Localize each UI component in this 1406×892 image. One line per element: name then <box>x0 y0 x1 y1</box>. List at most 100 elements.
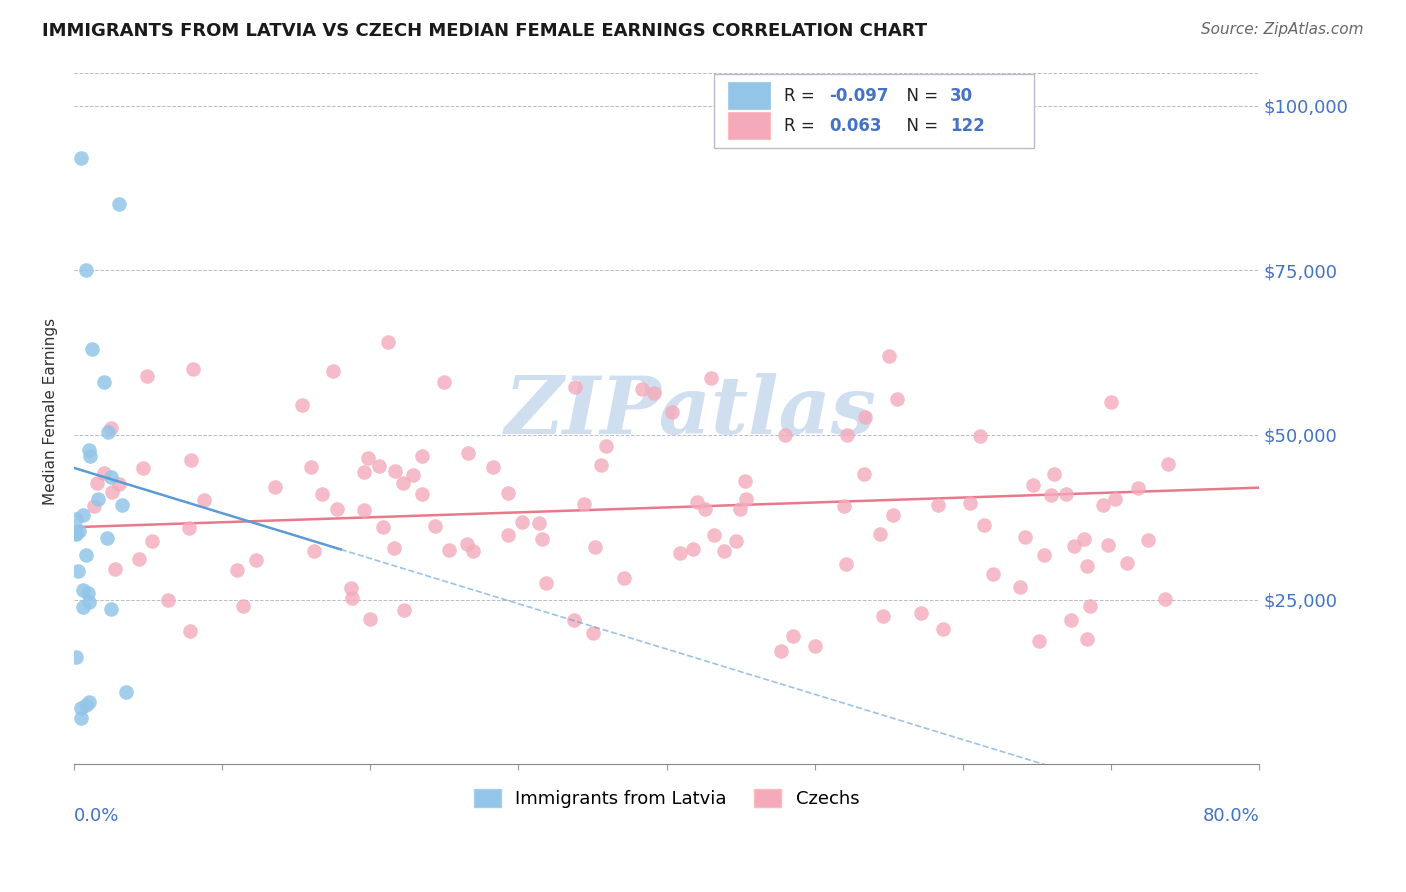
Point <box>1115 556 1137 570</box>
Point <box>104 562 127 576</box>
Point <box>79 450 101 464</box>
Point <box>353 503 375 517</box>
Point <box>70 152 93 166</box>
Point <box>595 439 617 453</box>
Point <box>263 480 285 494</box>
Point <box>181 362 204 376</box>
Point <box>65 527 87 541</box>
Point <box>100 469 122 483</box>
Point <box>93 466 115 480</box>
Point <box>382 541 405 556</box>
Point <box>910 606 932 620</box>
Point <box>111 498 134 512</box>
Point <box>299 460 322 475</box>
Point <box>927 498 949 512</box>
Text: 0.063: 0.063 <box>830 117 882 135</box>
Point <box>77 443 100 458</box>
Text: IMMIGRANTS FROM LATVIA VS CZECH MEDIAN FEMALE EARNINGS CORRELATION CHART: IMMIGRANTS FROM LATVIA VS CZECH MEDIAN F… <box>42 22 928 40</box>
Point <box>734 474 756 488</box>
Point <box>773 428 796 442</box>
Point <box>872 608 894 623</box>
Point <box>302 544 325 558</box>
Y-axis label: Median Female Earnings: Median Female Earnings <box>44 318 58 506</box>
Point <box>180 452 202 467</box>
Point <box>496 527 519 541</box>
Point <box>72 583 94 598</box>
Point <box>882 508 904 522</box>
Point <box>973 517 995 532</box>
Point <box>322 364 344 378</box>
Point <box>340 591 363 606</box>
Point <box>339 581 361 595</box>
Point <box>835 427 858 442</box>
Point <box>1028 633 1050 648</box>
Point <box>93 376 115 390</box>
FancyBboxPatch shape <box>714 74 1033 148</box>
Point <box>713 543 735 558</box>
Text: R =: R = <box>785 117 820 135</box>
Text: 122: 122 <box>950 117 984 135</box>
Point <box>869 527 891 541</box>
Point <box>101 484 124 499</box>
Point <box>70 701 93 715</box>
Point <box>1078 599 1101 613</box>
Point <box>496 486 519 500</box>
Point <box>411 449 433 463</box>
FancyBboxPatch shape <box>728 82 769 109</box>
Point <box>65 650 87 665</box>
Point <box>572 497 595 511</box>
Point <box>75 263 97 277</box>
Point <box>770 644 793 658</box>
Point <box>457 446 479 460</box>
Point <box>1137 533 1160 547</box>
Point <box>326 501 349 516</box>
Point <box>589 458 612 472</box>
Text: Source: ZipAtlas.com: Source: ZipAtlas.com <box>1201 22 1364 37</box>
Legend: Immigrants from Latvia, Czechs: Immigrants from Latvia, Czechs <box>467 781 866 815</box>
Point <box>969 429 991 443</box>
Point <box>291 398 314 412</box>
Point <box>72 508 94 522</box>
Text: ZIPatlas: ZIPatlas <box>505 373 876 450</box>
Point <box>75 698 97 712</box>
Point <box>356 451 378 466</box>
Point <box>695 502 717 516</box>
Point <box>87 491 110 506</box>
Text: -0.097: -0.097 <box>830 87 889 104</box>
Point <box>1099 395 1122 409</box>
Point <box>100 602 122 616</box>
Point <box>1126 481 1149 495</box>
Point <box>377 334 399 349</box>
Point <box>583 541 606 555</box>
Text: N =: N = <box>897 87 943 104</box>
Point <box>581 625 603 640</box>
Point <box>391 475 413 490</box>
Point <box>245 553 267 567</box>
Point <box>1153 591 1175 606</box>
Point <box>65 525 87 540</box>
Point <box>631 382 654 396</box>
Point <box>83 500 105 514</box>
Point <box>67 564 90 578</box>
Point <box>682 541 704 556</box>
Point <box>1008 580 1031 594</box>
Point <box>1040 488 1063 502</box>
Point <box>67 524 90 538</box>
Point <box>96 531 118 545</box>
Point <box>311 487 333 501</box>
Point <box>177 520 200 534</box>
Point <box>373 520 395 534</box>
FancyBboxPatch shape <box>728 112 769 139</box>
Point <box>65 512 87 526</box>
Point <box>735 492 758 507</box>
Point <box>1014 530 1036 544</box>
Point <box>353 466 375 480</box>
Point <box>1097 538 1119 552</box>
Point <box>877 349 900 363</box>
Point <box>77 595 100 609</box>
Point <box>107 197 129 211</box>
Text: 30: 30 <box>950 87 973 104</box>
Point <box>77 695 100 709</box>
Point <box>534 576 557 591</box>
Point <box>368 458 391 473</box>
